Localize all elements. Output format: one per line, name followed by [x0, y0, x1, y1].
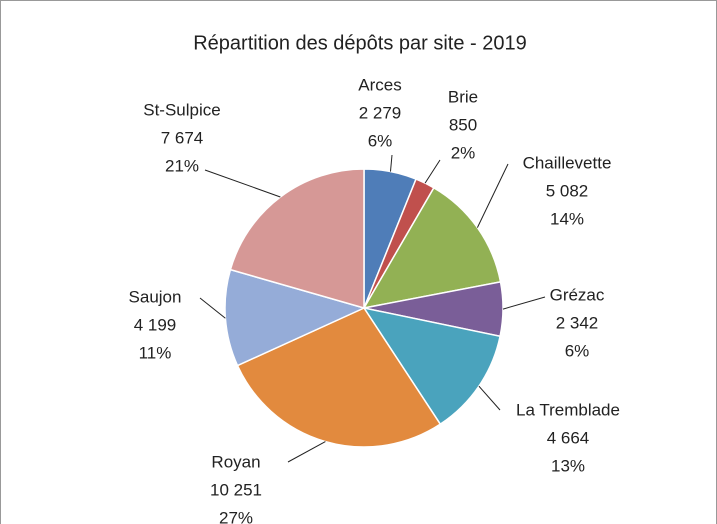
leader-line	[478, 385, 501, 411]
value-label: 4 664	[547, 428, 590, 447]
leader-line	[476, 163, 509, 228]
value-label: 850	[449, 115, 477, 134]
chart-title: Répartition des dépôts par site - 2019	[193, 32, 527, 54]
leader-line	[424, 159, 441, 184]
percent-label: 27%	[219, 508, 253, 524]
value-label: 2 279	[359, 103, 402, 122]
leader-line	[287, 441, 326, 463]
slice-label: Royan	[211, 452, 260, 471]
slice-label: St-Sulpice	[143, 100, 220, 119]
leader-line	[502, 296, 546, 310]
percent-label: 13%	[551, 456, 585, 475]
value-label: 2 342	[556, 313, 599, 332]
value-label: 10 251	[210, 480, 262, 499]
percent-label: 6%	[368, 131, 393, 150]
slice-label: Grézac	[550, 285, 605, 304]
value-label: 5 082	[546, 181, 589, 200]
percent-label: 6%	[565, 341, 590, 360]
percent-label: 14%	[550, 209, 584, 228]
leader-line	[204, 169, 281, 198]
pie-slice	[362, 306, 501, 426]
slice-label: La Tremblade	[516, 400, 620, 419]
slice-label: Saujon	[129, 287, 182, 306]
percent-label: 2%	[451, 143, 476, 162]
percent-label: 11%	[139, 343, 172, 362]
leader-line	[389, 154, 393, 172]
percent-label: 21%	[165, 156, 199, 175]
value-label: 4 199	[134, 315, 177, 334]
slice-label: Brie	[448, 87, 478, 106]
pie-slice	[362, 186, 502, 310]
pie-slice	[229, 168, 365, 309]
leader-line	[199, 297, 226, 319]
value-label: 7 674	[161, 128, 204, 147]
slice-label: Arces	[358, 75, 401, 94]
slice-label: Chaillevette	[523, 153, 612, 172]
